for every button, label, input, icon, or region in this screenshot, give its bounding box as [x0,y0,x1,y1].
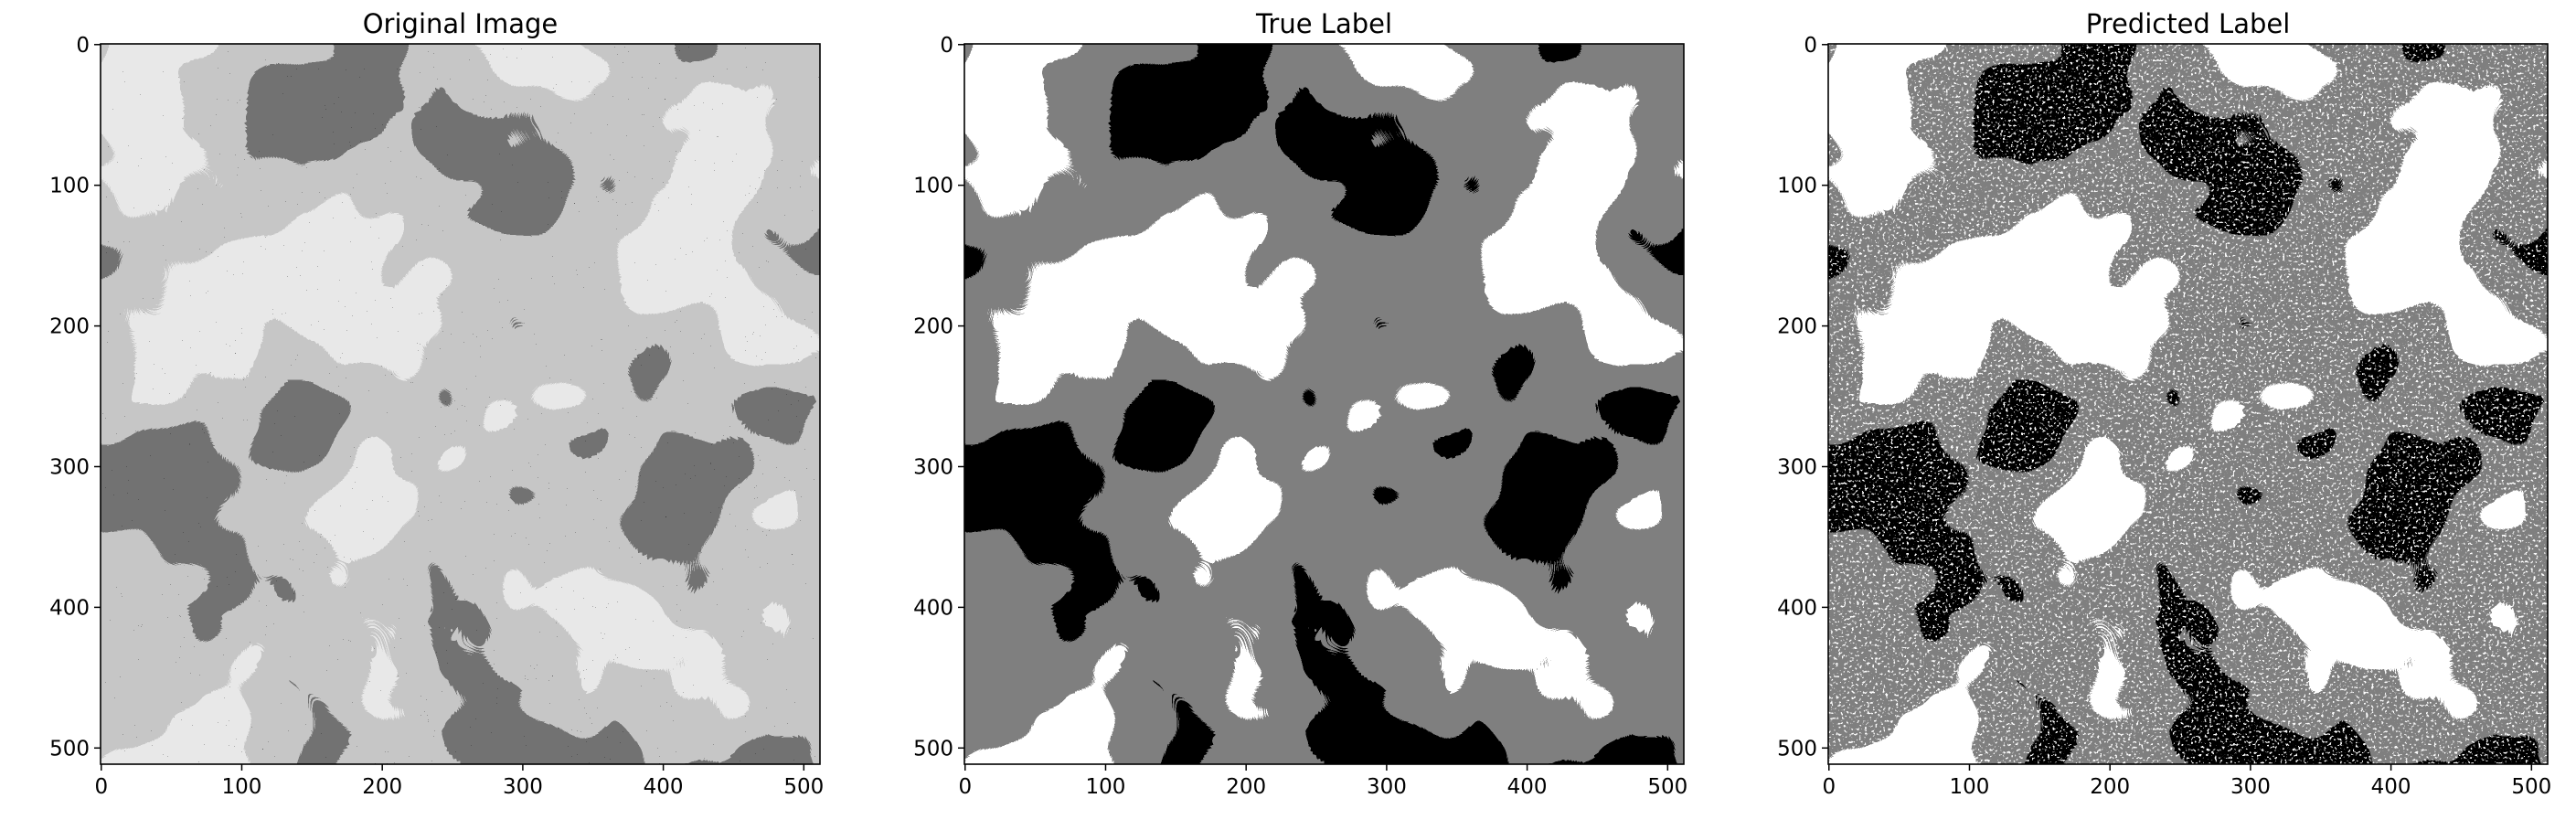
y-tick-label: 300 [49,455,90,479]
y-tick-label: 500 [49,737,90,761]
panel-title: Original Image [363,8,559,39]
x-tick-label: 0 [94,775,108,799]
axes-frame [1827,43,2549,765]
image [1828,44,2548,764]
x-tick-label: 500 [1647,775,1687,799]
x-tick-label: 100 [1086,775,1126,799]
y-tick-label: 400 [49,596,90,620]
x-tick-label: 500 [2511,775,2551,799]
y-tick-label: 200 [913,315,953,339]
y-tick-label: 500 [1777,737,1817,761]
y-tick-label: 400 [1777,596,1817,620]
y-tick-label: 100 [1777,175,1817,198]
image [101,44,820,764]
y-tick-label: 100 [49,175,90,198]
x-tick-label: 300 [503,775,543,799]
x-tick-label: 0 [958,775,972,799]
x-tick-label: 400 [644,775,684,799]
y-tick-label: 200 [49,315,90,339]
x-tick-label: 200 [1226,775,1266,799]
x-tick-label: 100 [222,775,262,799]
panel-title: True Label [1255,8,1392,39]
y-tick-label: 200 [1777,315,1817,339]
x-tick-label: 200 [362,775,402,799]
y-tick-label: 300 [1777,455,1817,479]
y-tick-label: 0 [940,34,953,58]
axes-frame [963,43,1685,765]
y-tick-label: 100 [913,175,953,198]
x-tick-label: 400 [2371,775,2411,799]
y-tick-label: 300 [913,455,953,479]
x-tick-label: 400 [1507,775,1548,799]
panel-title: Predicted Label [2086,8,2291,39]
y-tick-label: 0 [1804,34,1817,58]
y-tick-label: 0 [76,34,90,58]
x-tick-label: 300 [2230,775,2271,799]
axes-frame [100,43,821,765]
x-tick-label: 0 [1822,775,1836,799]
x-tick-label: 100 [1950,775,1990,799]
x-tick-label: 500 [783,775,824,799]
image [964,44,1684,764]
x-tick-label: 200 [2090,775,2130,799]
y-tick-label: 500 [913,737,953,761]
x-tick-label: 300 [1367,775,1407,799]
y-tick-label: 400 [913,596,953,620]
